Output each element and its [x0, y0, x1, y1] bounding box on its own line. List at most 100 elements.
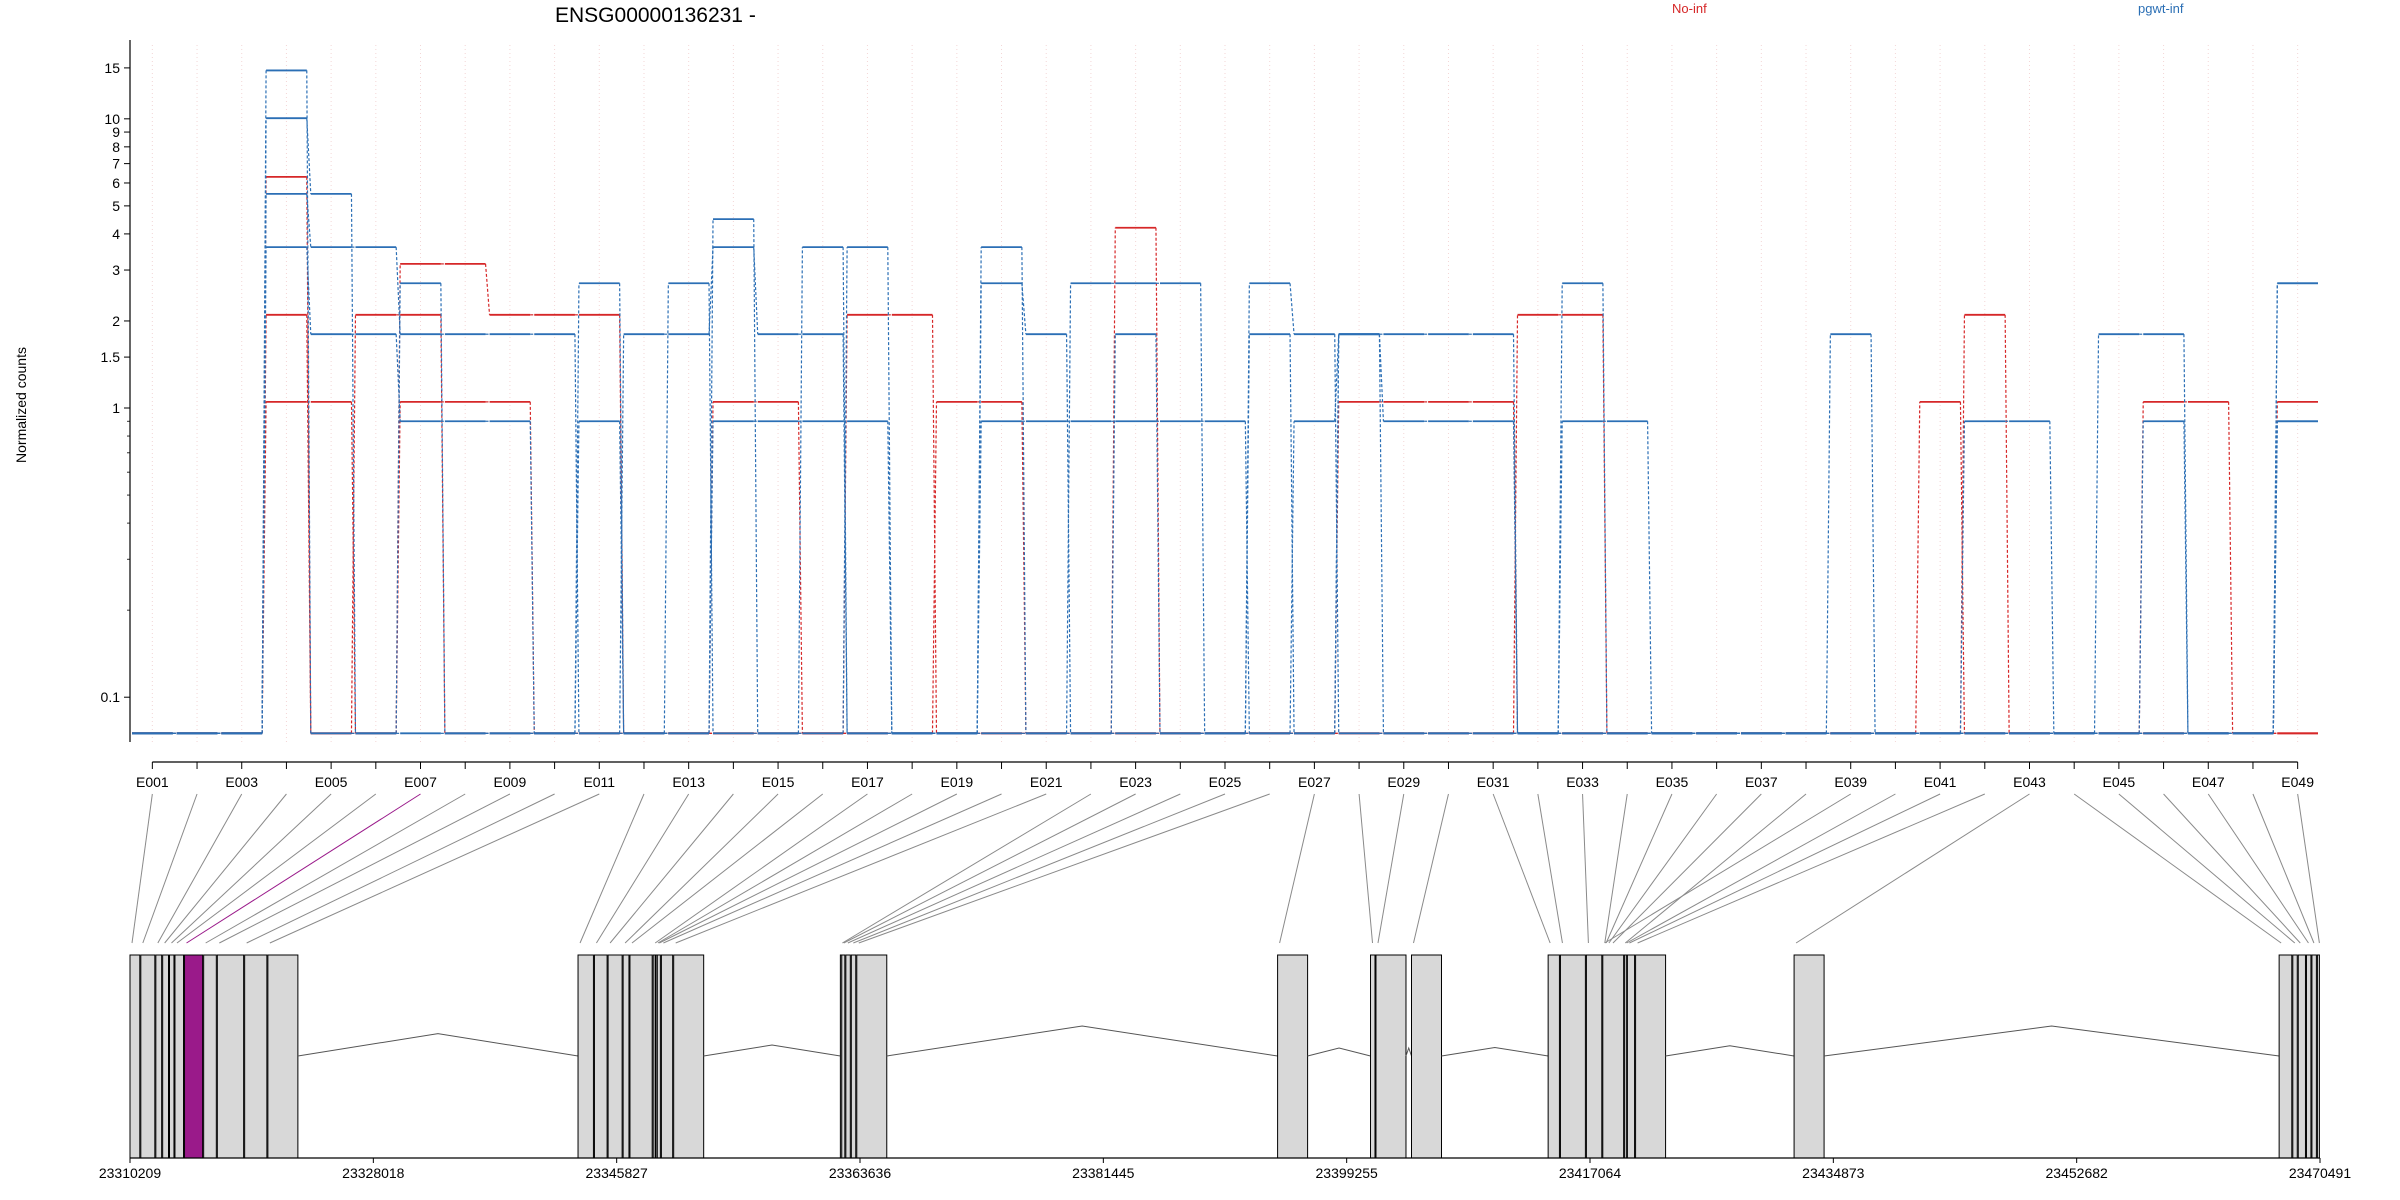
series-connector — [663, 283, 669, 734]
exon-connector — [624, 793, 779, 944]
x-tick-label: E013 — [672, 774, 705, 790]
series-connector — [1244, 421, 1250, 734]
exon-box — [607, 954, 623, 1159]
exon-box — [174, 954, 185, 1159]
exon-connector — [631, 793, 824, 944]
exon-connector — [171, 793, 332, 944]
exon-box — [155, 954, 163, 1159]
series-connector — [306, 193, 312, 248]
exon-connector — [675, 793, 1047, 944]
exon-box — [216, 954, 245, 1159]
exon-box — [2297, 954, 2306, 1159]
series-connector — [2138, 421, 2144, 734]
x-tick-label: E017 — [851, 774, 884, 790]
exon-box — [656, 954, 661, 1159]
intron-line — [1441, 1046, 1549, 1057]
series-connector — [1512, 421, 1519, 734]
series-connector — [2093, 334, 2100, 734]
series-connector — [529, 421, 535, 734]
y-tick-label: 6 — [112, 175, 120, 191]
exon-connector — [1604, 793, 1628, 944]
exon-box — [1411, 954, 1443, 1159]
exon-axis: E001 E003 E005 E007 E009 E011 E013 E015 E017 E019… — [136, 761, 2314, 790]
genomic-coordinate-label: 23381445 — [1072, 1165, 1135, 1181]
exon-connector — [205, 793, 466, 944]
exon-connector — [1358, 793, 1374, 944]
series-connector — [306, 118, 312, 194]
exon-box — [856, 954, 888, 1159]
y-tick-label: 2 — [112, 313, 120, 329]
exon-box — [1626, 954, 1636, 1159]
exon-box — [577, 954, 594, 1159]
exon-connector — [1629, 793, 1941, 944]
series-connector — [2049, 421, 2055, 734]
exon-box — [660, 954, 674, 1159]
series-connector — [1334, 334, 1340, 734]
y-tick-label: 8 — [112, 139, 120, 155]
series-connector — [1289, 334, 1295, 734]
x-tick-label: E037 — [1745, 774, 1778, 790]
y-tick-label: 10 — [104, 111, 120, 127]
exon-box — [203, 954, 217, 1159]
y-tick-label: 15 — [104, 60, 120, 76]
intron-line — [886, 1025, 1278, 1057]
series-connector — [1200, 283, 1206, 734]
genomic-coordinate-label: 23470491 — [2289, 1165, 2352, 1181]
legend-entry-no-inf: No-inf — [1672, 1, 1707, 16]
exon-connector-lines — [131, 793, 2320, 944]
series-no-inf-2 — [132, 400, 2318, 735]
exon-connector — [847, 793, 1181, 944]
exon-box — [1635, 954, 1667, 1159]
series-connector — [1334, 334, 1340, 734]
exon-box — [169, 954, 175, 1159]
exon-connector — [1537, 793, 1563, 944]
series-pgwt-inf-6 — [132, 246, 2318, 735]
series-connector — [1602, 283, 1608, 734]
series-connector — [753, 219, 759, 734]
series-pgwt-inf-5 — [132, 193, 2318, 735]
exon-connector — [1795, 793, 2030, 944]
series-connector — [395, 283, 401, 734]
exon-box — [1585, 954, 1603, 1159]
series-connector — [976, 421, 982, 734]
exon-connector — [176, 793, 377, 944]
intron-line — [1405, 1046, 1412, 1057]
series-connector — [1334, 334, 1340, 734]
exon-box — [129, 954, 141, 1159]
exon-box — [1793, 954, 1825, 1159]
x-tick-label: E001 — [136, 774, 169, 790]
genomic-coordinate-label: 23452682 — [2046, 1165, 2109, 1181]
exon-connector — [654, 793, 868, 944]
exon-connector — [1626, 793, 1896, 944]
genomic-coordinate-label: 23417064 — [1559, 1165, 1622, 1181]
x-tick-label: E031 — [1477, 774, 1510, 790]
exon-box — [673, 954, 705, 1159]
genomic-coordinate-label: 23345827 — [586, 1165, 649, 1181]
series-connector — [797, 247, 804, 734]
exon-connector — [858, 793, 1270, 944]
exon-connector — [157, 793, 243, 944]
series-connector — [1646, 421, 1653, 734]
exon-connector — [659, 793, 958, 944]
exon-box — [1547, 954, 1560, 1159]
x-tick-label: E019 — [940, 774, 973, 790]
intron-line — [297, 1033, 579, 1057]
x-tick-label: E049 — [2281, 774, 2314, 790]
series-connector — [1870, 334, 1876, 734]
exon-connector — [1637, 793, 1985, 944]
exon-connector — [663, 793, 1002, 944]
exon-connector — [853, 793, 1226, 944]
exon-connector — [164, 793, 287, 944]
genomic-axis: 23310209 23328018 23345827 23363636 23381445… — [99, 1157, 2352, 1181]
chart-title: ENSG00000136231 - — [555, 4, 756, 27]
exon-connector — [269, 793, 600, 944]
series-connector — [395, 334, 401, 422]
exon-connector — [2073, 793, 2282, 944]
exon-connector — [1582, 793, 1589, 944]
y-tick-label: 7 — [112, 156, 120, 172]
series-connector — [2183, 421, 2189, 734]
x-tick-label: E023 — [1119, 774, 1152, 790]
series-connector — [931, 401, 938, 734]
